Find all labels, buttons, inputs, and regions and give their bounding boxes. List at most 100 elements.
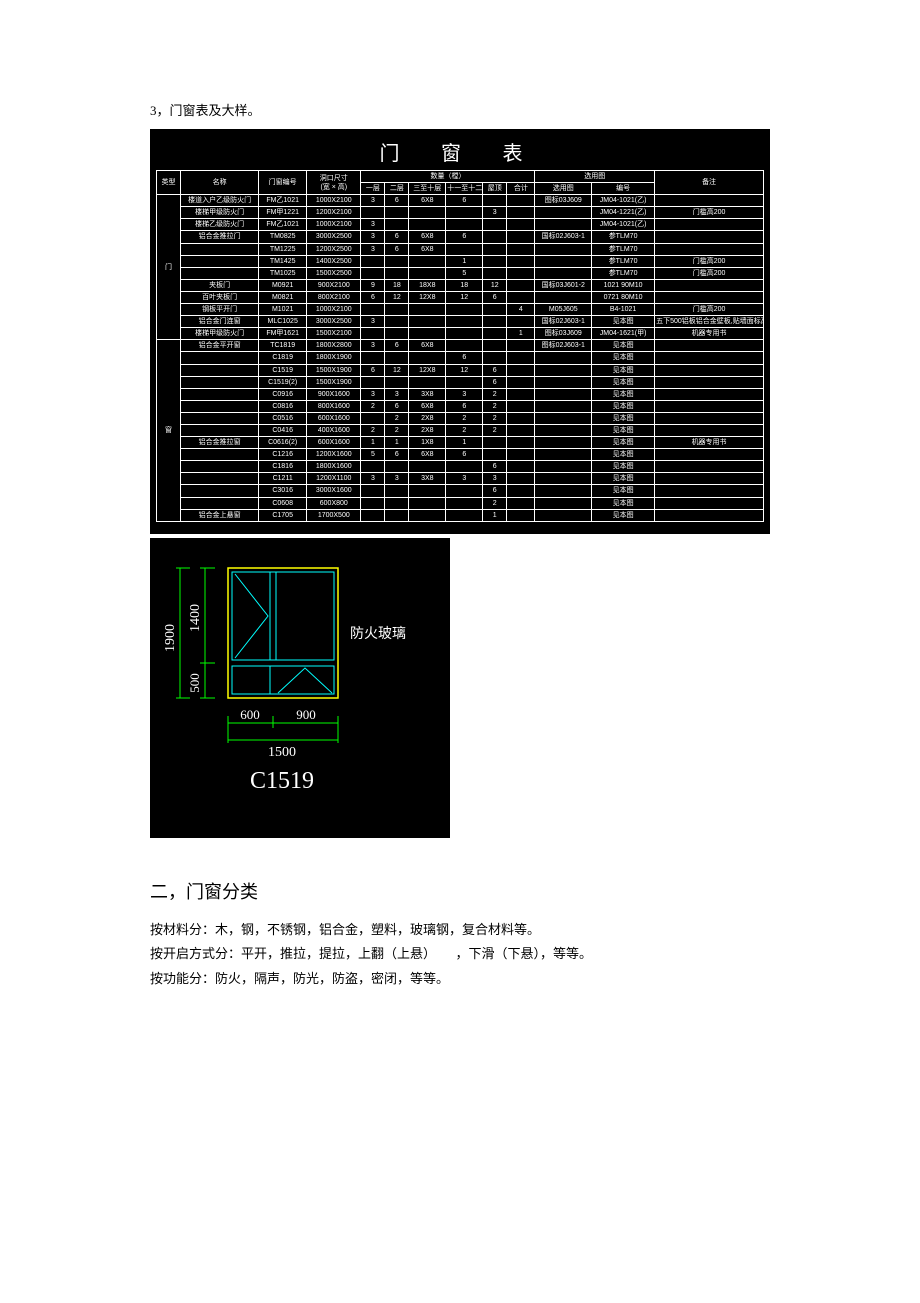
table-cell: 2 (385, 412, 409, 424)
svg-text:900: 900 (296, 707, 316, 722)
table-cell: 6X8 (409, 231, 446, 243)
table-cell: 1000X2100 (307, 219, 361, 231)
table-cell (180, 243, 258, 255)
table-cell: 2 (361, 424, 385, 436)
table-cell: 1 (361, 437, 385, 449)
svg-text:防火玻璃: 防火玻璃 (350, 625, 406, 642)
table-cell (507, 219, 535, 231)
table-cell: 6 (446, 449, 483, 461)
th-name: 名称 (180, 171, 258, 195)
table-cell: 2X8 (409, 424, 446, 436)
table-cell: C3016 (259, 485, 307, 497)
table-row: C15191500X190061212X8126见本图 (157, 364, 764, 376)
table-cell (385, 376, 409, 388)
table-cell: 见本图 (592, 424, 655, 436)
table-cell (535, 473, 592, 485)
table-cell (507, 437, 535, 449)
table-cell: 0721 80M10 (592, 291, 655, 303)
table-row: TM12251200X2500366X8参TLM70 (157, 243, 764, 255)
table-cell (535, 291, 592, 303)
table-cell: 1500X2100 (307, 328, 361, 340)
table-cell: 1200X1600 (307, 449, 361, 461)
table-cell (655, 376, 764, 388)
table-cell (385, 328, 409, 340)
table-cell (180, 424, 258, 436)
table-cell (361, 412, 385, 424)
table-cell: 18 (385, 279, 409, 291)
table-cell: 5 (446, 267, 483, 279)
table-cell: 参TLM70 (592, 255, 655, 267)
table-cell (409, 461, 446, 473)
table-cell (409, 485, 446, 497)
th-f2: 二层 (385, 183, 409, 195)
table-cell: JM04-1021(乙) (592, 195, 655, 207)
table-cell: 2 (483, 412, 507, 424)
table-row: C12111200X1100333X833见本图 (157, 473, 764, 485)
table-cell: 6 (385, 400, 409, 412)
table-cell: 楼梯乙级防火门 (180, 219, 258, 231)
table-cell (446, 219, 483, 231)
table-cell: 铝合金平开窗 (180, 340, 258, 352)
table-cell (409, 219, 446, 231)
table-cell: 6 (446, 352, 483, 364)
svg-text:1900: 1900 (163, 624, 178, 652)
table-row: 钢板平开门M10211000X21004M05J605B4-1021门槛高200 (157, 304, 764, 316)
table-cell: 6 (361, 291, 385, 303)
table-cell: C1705 (259, 509, 307, 521)
table-cell: 铝合金推拉门 (180, 231, 258, 243)
table-cell (483, 267, 507, 279)
table-title: 门 窗 表 (156, 137, 764, 166)
table-cell: TM1425 (259, 255, 307, 267)
table-cell (535, 267, 592, 279)
table-cell (535, 449, 592, 461)
table-cell (180, 449, 258, 461)
table-cell: 3 (361, 231, 385, 243)
table-cell: 12 (483, 279, 507, 291)
table-cell (535, 376, 592, 388)
table-cell (409, 267, 446, 279)
table-cell: 2 (446, 412, 483, 424)
table-cell (483, 316, 507, 328)
table-cell: 门槛高200 (655, 207, 764, 219)
table-cell (535, 509, 592, 521)
table-cell: 见本图 (592, 316, 655, 328)
table-cell (535, 388, 592, 400)
table-cell: 2X8 (409, 412, 446, 424)
table-cell (446, 485, 483, 497)
table-cell: 6X8 (409, 400, 446, 412)
table-cell: 3 (446, 473, 483, 485)
table-cell: 6X8 (409, 243, 446, 255)
table-cell (507, 509, 535, 521)
table-cell (180, 485, 258, 497)
table-cell (361, 304, 385, 316)
table-cell: 3 (385, 388, 409, 400)
table-cell (446, 207, 483, 219)
table-cell: 见本图 (592, 376, 655, 388)
door-window-table-block: 门 窗 表 类型 名称 门窗编号 洞口尺寸(宽 × 高) 数量（樘） 选用图 备… (150, 129, 770, 534)
table-cell: 1500X2500 (307, 267, 361, 279)
table-cell (655, 352, 764, 364)
table-cell: C0516 (259, 412, 307, 424)
table-row: 夹板门M0921900X210091818X81812国标03J601-2102… (157, 279, 764, 291)
table-cell: 铝合金门连窗 (180, 316, 258, 328)
table-cell (385, 255, 409, 267)
table-cell (361, 328, 385, 340)
table-cell (483, 340, 507, 352)
table-cell (507, 400, 535, 412)
table-cell: 1200X1100 (307, 473, 361, 485)
table-cell: 图标03J609 (535, 328, 592, 340)
table-cell: 3 (385, 473, 409, 485)
table-cell: TM1225 (259, 243, 307, 255)
table-cell: 1800X2800 (307, 340, 361, 352)
table-cell (535, 485, 592, 497)
table-cell: 2 (483, 400, 507, 412)
table-cell (535, 352, 592, 364)
table-cell (655, 231, 764, 243)
table-cell: 1200X2100 (307, 207, 361, 219)
table-cell: 见本图 (592, 497, 655, 509)
table-cell: 1 (507, 328, 535, 340)
table-cell (409, 509, 446, 521)
table-cell: 12X8 (409, 291, 446, 303)
table-cell (361, 267, 385, 279)
th-qty: 数量（樘） (361, 171, 535, 183)
